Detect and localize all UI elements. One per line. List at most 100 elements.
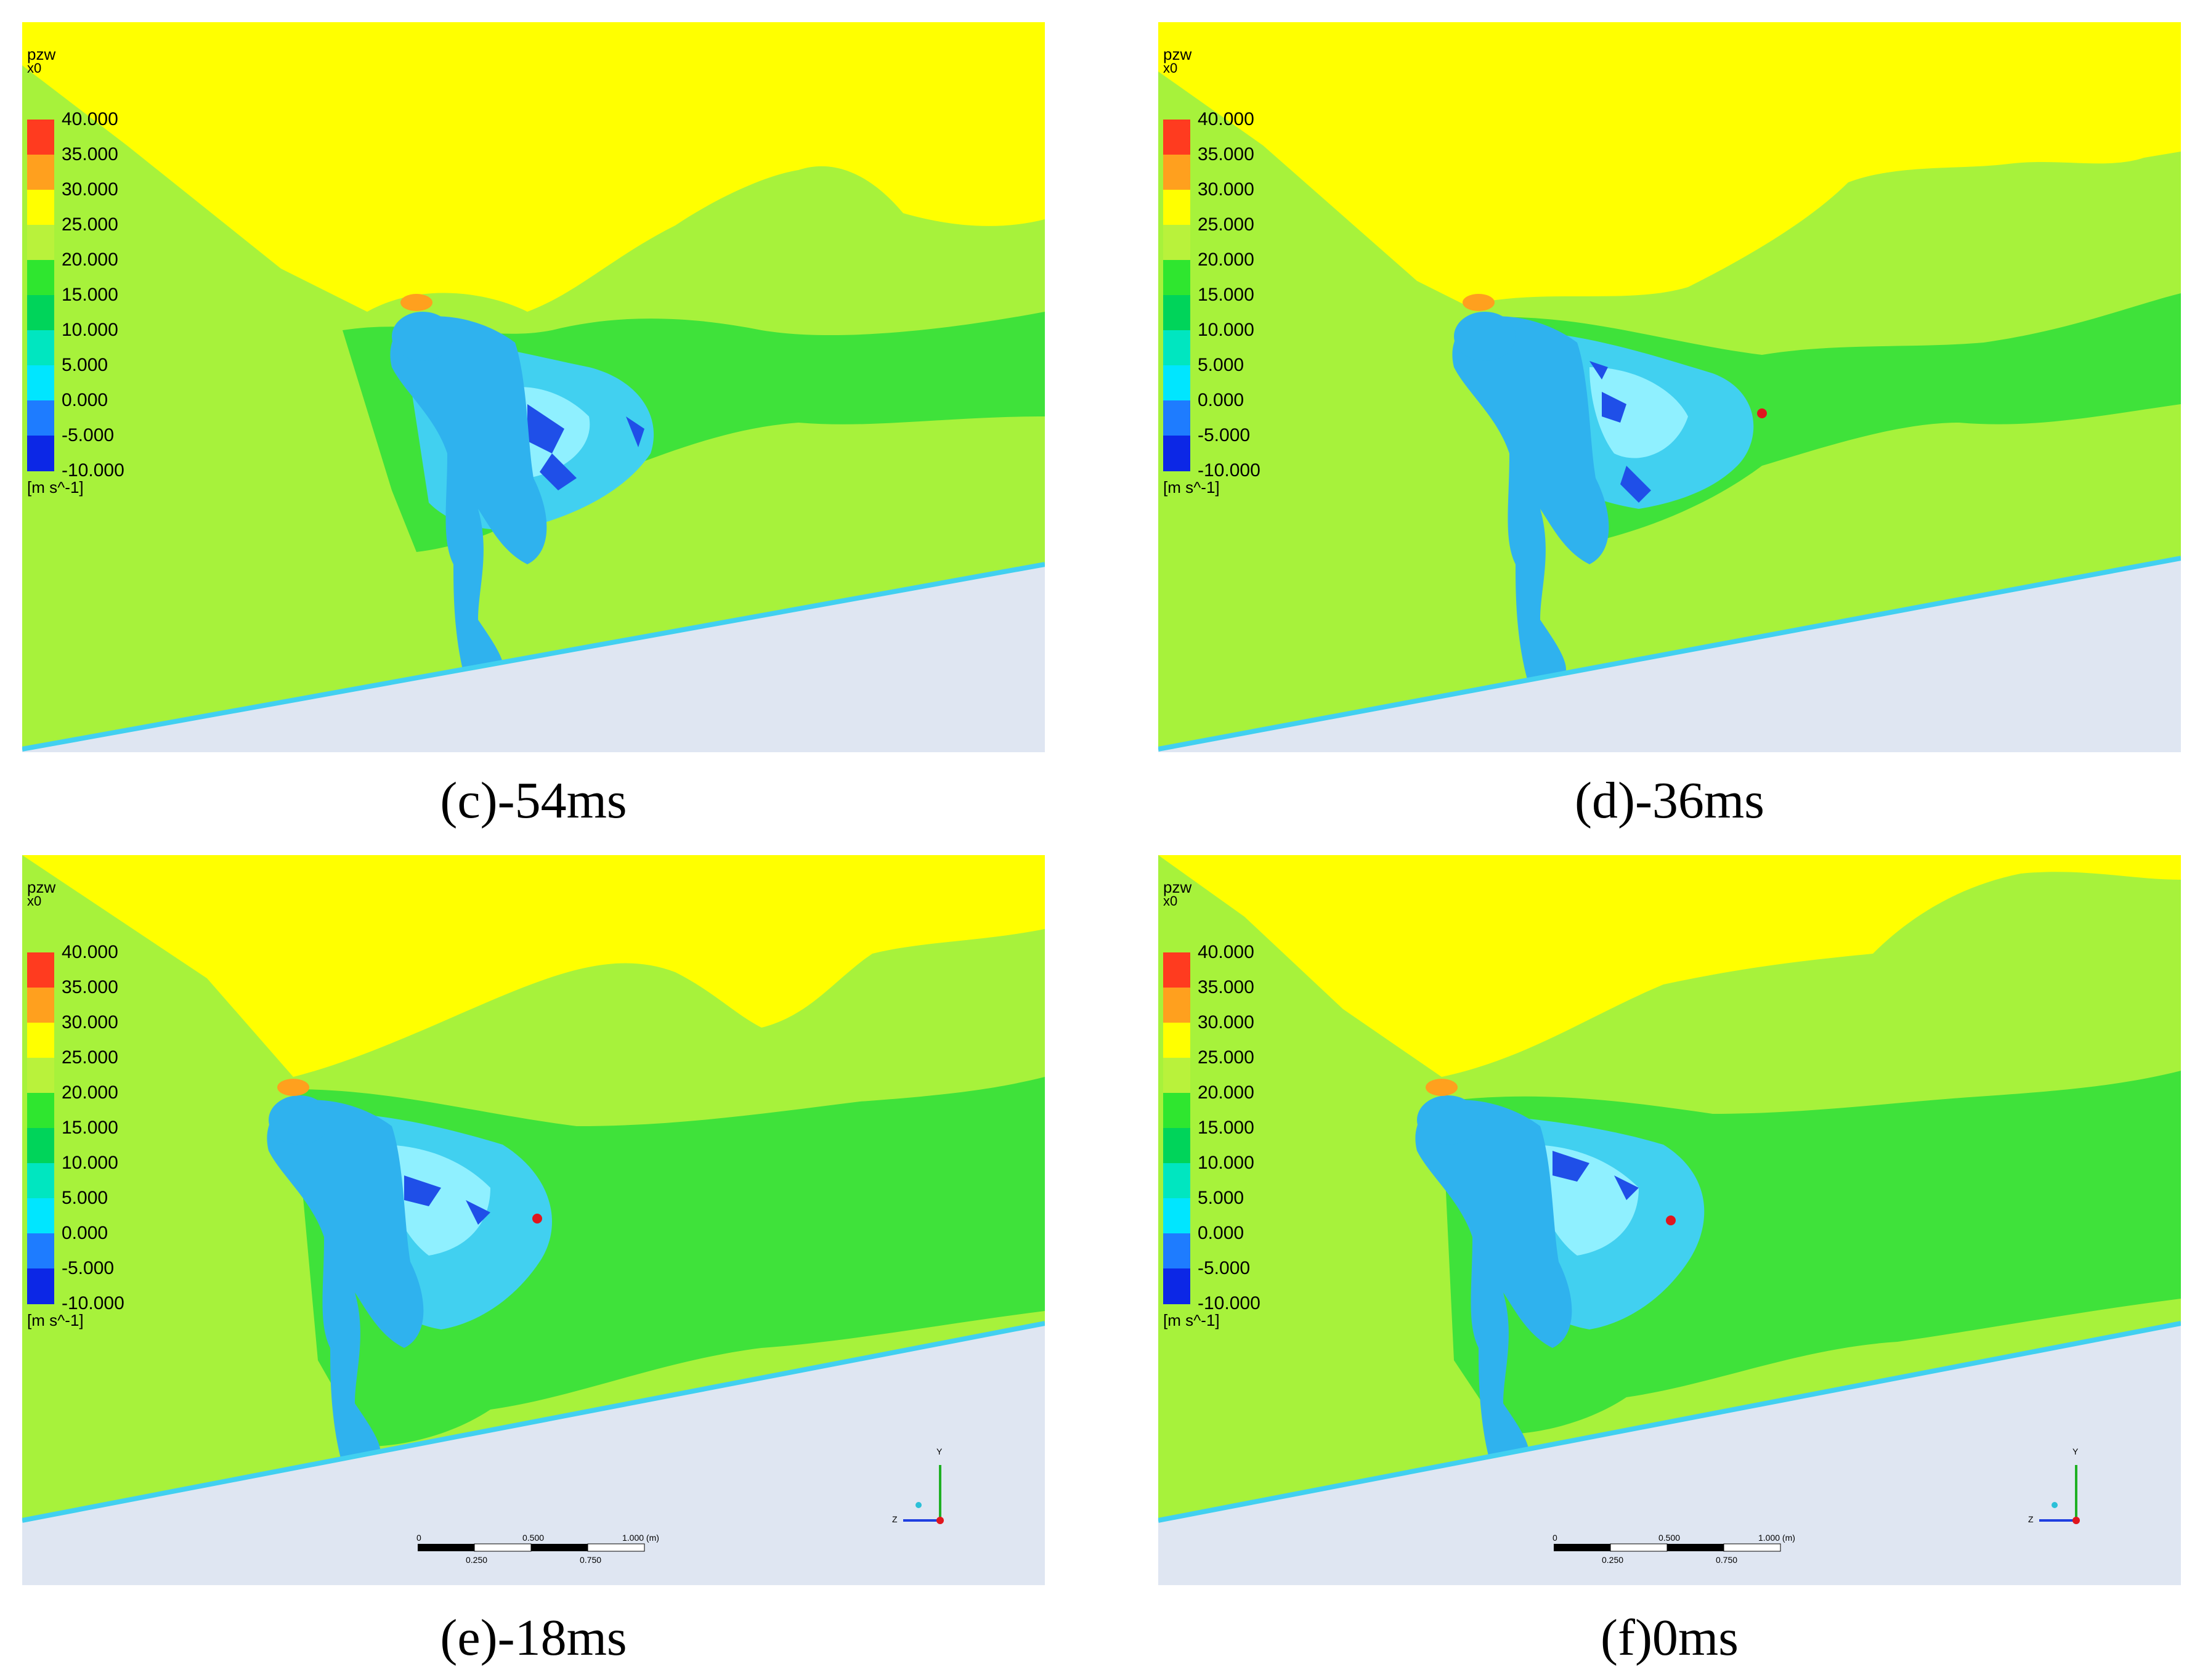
legend-band [1163,295,1190,331]
legend-tick-label: 20.000 [62,1082,118,1103]
contour-field-f [1158,855,2181,1585]
legend-color-bar [27,120,54,471]
legend-multiplier: x0 [1163,60,1178,76]
legend-tick-label: 0.000 [62,390,108,410]
color-legend-d: pzw x0 40.000 35.000 30.000 25.000 20.000 15.… [1163,45,1286,497]
legend-band [27,295,54,331]
legend-band [27,190,54,225]
contour-panel-f: pzw x0 40.000 35.000 30.000 25.000 20.000 15.… [1158,855,2181,1585]
legend-tick-label: 25.000 [62,214,118,235]
legend-color-bar [1163,952,1190,1304]
legend-tick-label: 15.000 [62,285,118,305]
legend-band [27,365,54,401]
legend-band [1163,365,1190,401]
scale-label-0: 0 [416,1533,421,1543]
legend-band [27,1093,54,1129]
scale-label-end: 1.000 (m) [622,1533,659,1543]
legend-unit: [m s^-1] [1163,478,1220,497]
legend-band [27,1023,54,1058]
legend-tick-label: -5.000 [1198,425,1251,445]
legend-band [27,400,54,436]
legend-band [1163,988,1190,1023]
legend-band [27,1058,54,1094]
panel-caption-c: (c)-54ms [440,772,627,829]
contour-panel-c: pzw x0 40.000 35.000 30.000 25.000 20.000 15.… [22,22,1045,752]
legend-tick-label: 40.000 [1198,109,1254,129]
legend-band [27,155,54,190]
contour-field-e [22,855,1045,1585]
legend-multiplier: x0 [27,893,42,909]
legend-tick-label: 25.000 [1198,214,1254,235]
legend-band [1163,120,1190,155]
legend-tick-label: 25.000 [62,1047,118,1068]
legend-tick-label: 25.000 [1198,1047,1254,1068]
legend-tick-label: 40.000 [62,109,118,129]
legend-tick-label: 0.000 [1198,1223,1244,1243]
legend-tick-label: 30.000 [62,179,118,200]
legend-tick-label: 15.000 [1198,1118,1254,1138]
legend-band [1163,260,1190,296]
legend-tick-label: 35.000 [62,977,118,997]
scale-label-mid: 0.500 [522,1533,545,1543]
color-legend-f: pzw x0 40.000 35.000 30.000 25.000 20.000 15.… [1163,879,1286,1329]
legend-band [27,952,54,988]
legend-tick-label: -10.000 [62,460,124,481]
legend-band [27,988,54,1023]
legend-band [1163,225,1190,261]
legend-tick-label: 30.000 [1198,1012,1254,1033]
legend-tick-label: 30.000 [62,1012,118,1033]
contour-panel-e: pzw x0 40.000 35.000 30.000 25.000 20.000 15.… [22,855,1045,1585]
axis-triad-e: Y Z [885,1447,946,1533]
legend-band [1163,400,1190,436]
legend-band [1163,1023,1190,1058]
legend-tick-label: 20.000 [1198,250,1254,270]
legend-tick-label: -10.000 [62,1293,124,1313]
legend-variable: pzw [27,878,56,896]
legend-band [27,1233,54,1269]
legend-band [27,1198,54,1234]
legend-tick-label: 10.000 [1198,1153,1254,1173]
legend-tick-label: 15.000 [1198,285,1254,305]
legend-band [27,330,54,366]
scale-label-end: 1.000 (m) [1758,1533,1795,1543]
legend-tick-label: -10.000 [1198,1293,1260,1313]
scale-bar-e: 0 0.500 1.000 (m) 0.250 0.750 [416,1533,659,1570]
axis-triad-graphic [2039,1465,2080,1524]
scale-bar-graphic [1554,1543,1781,1552]
axis-y-label: Y [2072,1447,2079,1456]
scale-label-mid: 0.500 [1658,1533,1681,1543]
legend-color-bar [1163,120,1190,471]
scale-bar-f: 0 0.500 1.000 (m) 0.250 0.750 [1553,1533,1795,1570]
legend-tick-label: 35.000 [1198,977,1254,997]
legend-band [27,1163,54,1199]
legend-unit: [m s^-1] [27,478,84,497]
scale-label-q1: 0.250 [466,1555,488,1565]
legend-variable: pzw [27,45,56,63]
legend-tick-label: 10.000 [62,1153,118,1173]
legend-band [27,436,54,471]
axis-triad-f: Y Z [2021,1447,2082,1533]
legend-band [1163,952,1190,988]
scale-label-q3: 0.750 [1716,1555,1738,1565]
legend-band [1163,1128,1190,1164]
scale-label-q3: 0.750 [580,1555,602,1565]
legend-band [27,260,54,296]
legend-tick-label: 20.000 [62,250,118,270]
legend-tick-label: 20.000 [1198,1082,1254,1103]
scale-label-0: 0 [1553,1533,1557,1543]
color-legend-e: pzw x0 40.000 35.000 30.000 25.000 20.000 15.… [27,878,150,1329]
scale-label-q1: 0.250 [1602,1555,1624,1565]
legend-tick-label: 5.000 [62,355,108,375]
scale-bar-graphic [418,1543,645,1552]
legend-tick-label: -10.000 [1198,460,1260,481]
axis-triad-graphic [903,1465,944,1524]
legend-band [1163,436,1190,471]
axis-y-label: Y [936,1447,943,1456]
panel-caption-e: (e)-18ms [440,1609,627,1666]
legend-band [1163,1093,1190,1129]
legend-tick-label: -5.000 [62,425,115,445]
legend-band [1163,1198,1190,1234]
legend-band [1163,155,1190,190]
contour-field-c [22,65,1045,752]
legend-variable: pzw [1163,45,1192,63]
